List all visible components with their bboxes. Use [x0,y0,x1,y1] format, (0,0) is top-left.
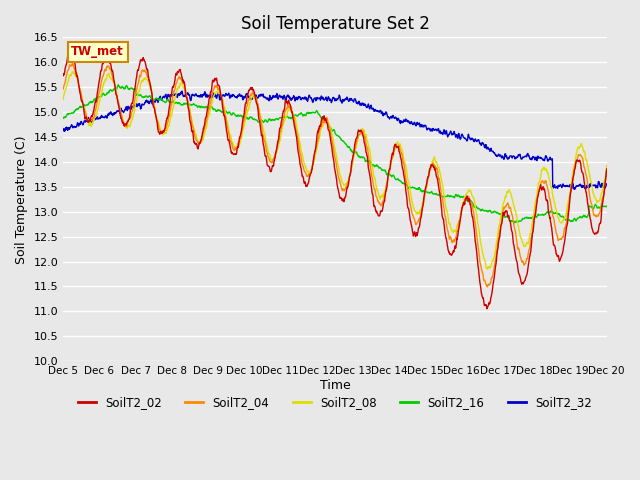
Legend: SoilT2_02, SoilT2_04, SoilT2_08, SoilT2_16, SoilT2_32: SoilT2_02, SoilT2_04, SoilT2_08, SoilT2_… [73,391,596,414]
Text: TW_met: TW_met [71,46,124,59]
SoilT2_32 [180,93,188,98]
SoilT2_08 [539,167,547,172]
SoilT2_16 [491,209,499,215]
SoilT2_04 [180,82,188,87]
SoilT2_02 [168,92,175,98]
SoilT2_16 [511,220,518,226]
SoilT2_02 [483,306,491,312]
SoilT2_04 [168,102,175,108]
SoilT2_16 [180,101,188,107]
SoilT2_08 [491,251,499,257]
SoilT2_32 [167,92,175,98]
Line: SoilT2_08: SoilT2_08 [63,72,607,269]
Line: SoilT2_02: SoilT2_02 [63,54,607,309]
SoilT2_02 [60,73,67,79]
SoilT2_32 [603,181,611,187]
SoilT2_16 [539,212,547,217]
Title: Soil Temperature Set 2: Soil Temperature Set 2 [241,15,429,33]
SoilT2_02 [420,199,428,204]
SoilT2_32 [570,186,578,192]
SoilT2_04 [484,284,492,290]
SoilT2_32 [491,150,499,156]
SoilT2_02 [180,80,188,85]
SoilT2_08 [420,195,428,201]
SoilT2_02 [603,166,611,172]
SoilT2_08 [168,112,175,118]
SoilT2_32 [539,156,547,162]
SoilT2_16 [168,100,175,106]
SoilT2_08 [241,117,249,123]
SoilT2_08 [180,86,188,92]
SoilT2_04 [60,86,67,92]
SoilT2_04 [603,168,611,174]
Line: SoilT2_16: SoilT2_16 [63,85,607,223]
SoilT2_32 [179,88,186,94]
SoilT2_16 [420,188,428,194]
SoilT2_32 [420,124,428,130]
SoilT2_08 [60,96,67,102]
SoilT2_02 [539,184,547,190]
SoilT2_02 [68,51,76,57]
SoilT2_16 [115,82,122,88]
SoilT2_08 [484,266,492,272]
SoilT2_02 [491,269,499,275]
SoilT2_04 [68,60,76,66]
SoilT2_02 [241,101,249,107]
SoilT2_04 [420,200,428,206]
SoilT2_04 [241,111,249,117]
Line: SoilT2_04: SoilT2_04 [63,63,607,287]
SoilT2_04 [491,260,499,265]
SoilT2_08 [68,69,76,74]
Line: SoilT2_32: SoilT2_32 [63,91,607,189]
SoilT2_32 [60,126,67,132]
SoilT2_16 [241,115,249,120]
SoilT2_16 [603,204,611,209]
SoilT2_04 [539,179,547,184]
Y-axis label: Soil Temperature (C): Soil Temperature (C) [15,135,28,264]
SoilT2_16 [60,115,67,121]
SoilT2_32 [241,95,249,100]
SoilT2_08 [603,163,611,168]
X-axis label: Time: Time [319,379,350,392]
